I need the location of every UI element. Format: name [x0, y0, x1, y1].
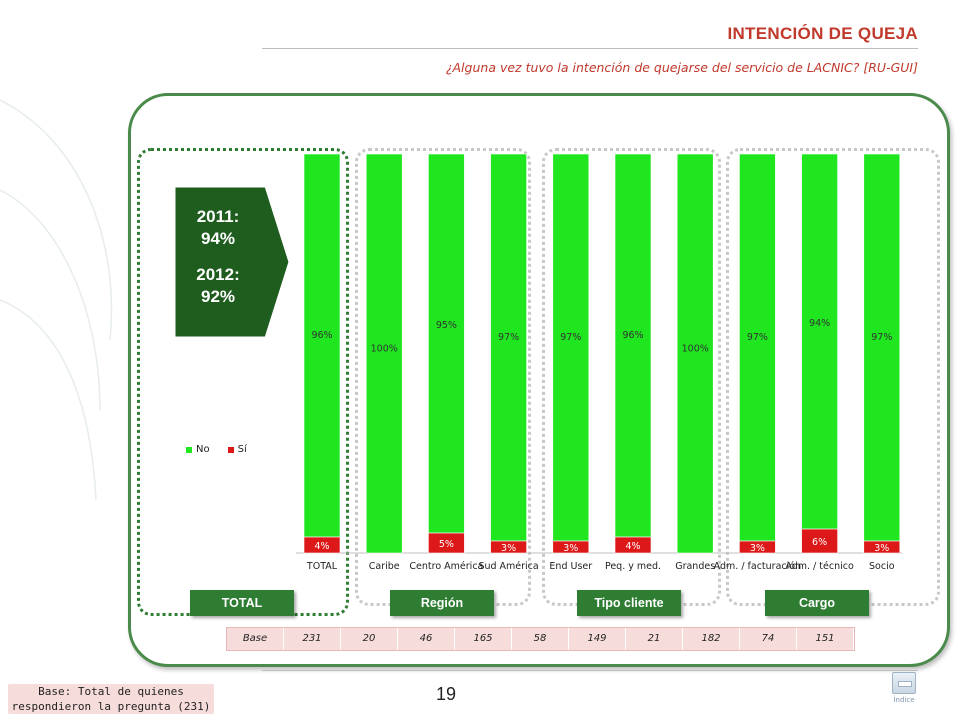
- callout-value-2011: 94%: [200, 229, 236, 248]
- data-label-no-peq-y-med: 96%: [622, 330, 643, 341]
- legend-swatch-si: [227, 446, 234, 453]
- x-tick-adm-tecnico: Adm. / técnico: [785, 561, 854, 572]
- data-label-no-adm-tecnico: 94%: [809, 318, 830, 329]
- bar-no-caribe: [365, 153, 403, 554]
- data-label-no-sud-america: 97%: [498, 332, 519, 343]
- base-value-end-user: 58: [512, 628, 569, 650]
- group-tag-tipo-cliente: Tipo cliente: [577, 590, 681, 616]
- legend-swatch-no: [186, 446, 192, 453]
- index-icon: [892, 672, 916, 694]
- bar-si-end-user: [552, 540, 590, 554]
- x-tick-caribe: Caribe: [369, 561, 400, 572]
- comparison-callout-arrow: [172, 184, 292, 340]
- data-label-si-peq-y-med: 4%: [625, 541, 640, 552]
- footer-divider: [262, 670, 918, 671]
- x-tick-peq-y-med: Peq. y med.: [605, 561, 661, 572]
- base-value-sud-america: 165: [455, 628, 512, 650]
- bar-si-socio: [863, 540, 901, 554]
- base-value-total: 231: [284, 628, 341, 650]
- x-tick-grandes: Grandes: [675, 561, 715, 572]
- bar-si-adm-tecnico: [801, 528, 838, 554]
- data-label-no-total: 96%: [311, 330, 332, 341]
- group-tag-total: TOTAL: [190, 590, 294, 616]
- group-tag-region: Región: [390, 590, 494, 616]
- base-value-adm-tecnico: 74: [740, 628, 797, 650]
- bar-no-sud-america: [490, 153, 527, 542]
- base-value-adm-facturacion: 182: [683, 628, 740, 650]
- bar-no-total: [303, 153, 341, 538]
- base-value-caribe: 20: [341, 628, 398, 650]
- callout-value-2012: 92%: [200, 287, 236, 306]
- legend-item-no: No: [186, 444, 210, 455]
- legend-label-no: No: [196, 444, 210, 455]
- base-value-grandes: 21: [626, 628, 683, 650]
- bar-no-socio: [863, 153, 901, 542]
- bar-no-peq-y-med: [614, 153, 652, 538]
- bar-si-peq-y-med: [614, 536, 652, 554]
- base-value-centro-america: 46: [398, 628, 455, 650]
- index-label: Índice: [893, 696, 915, 704]
- data-label-si-total: 4%: [314, 541, 329, 552]
- x-tick-centro-america: Centro América: [409, 561, 483, 572]
- callout-year-2012: 2012:: [196, 265, 240, 284]
- x-tick-socio: Socio: [869, 561, 895, 572]
- x-tick-adm-facturacion: Adm. / facturación: [714, 561, 801, 572]
- data-label-no-grandes: 100%: [682, 344, 709, 355]
- data-label-si-socio: 3%: [874, 543, 889, 554]
- page-title: INTENCIÓN DE QUEJA: [727, 24, 918, 43]
- base-note-line1: Base: Total de quienes: [38, 685, 184, 698]
- page-number: 19: [436, 684, 457, 704]
- bar-si-sud-america: [490, 540, 527, 554]
- x-tick-end-user: End User: [549, 561, 592, 572]
- comparison-callout-text: 2011: 94% 2012: 92%: [170, 206, 266, 308]
- title-divider: [262, 48, 918, 49]
- bar-no-centro-america: [428, 153, 465, 534]
- bar-no-adm-tecnico: [801, 153, 838, 530]
- base-note-line2: respondieron la pregunta (231): [11, 700, 211, 713]
- data-label-si-sud-america: 3%: [501, 543, 516, 554]
- data-label-si-adm-facturacion: 3%: [750, 543, 765, 554]
- data-label-no-end-user: 97%: [560, 332, 581, 343]
- legend-label-si: Sí: [237, 444, 247, 455]
- data-label-no-adm-facturacion: 97%: [747, 332, 768, 343]
- data-label-si-centro-america: 5%: [439, 539, 454, 550]
- bar-si-centro-america: [428, 532, 465, 554]
- data-label-no-caribe: 100%: [371, 344, 398, 355]
- bar-si-adm-facturacion: [739, 540, 776, 554]
- bar-no-grandes: [676, 153, 714, 554]
- x-tick-total: TOTAL: [306, 561, 338, 572]
- data-label-si-end-user: 3%: [563, 543, 578, 554]
- data-label-si-adm-tecnico: 6%: [812, 537, 827, 548]
- data-label-no-centro-america: 95%: [436, 320, 457, 331]
- question-subtitle: ¿Alguna vez tuvo la intención de quejars…: [445, 60, 918, 75]
- x-tick-sud-america: Sud América: [478, 561, 538, 572]
- bar-no-adm-facturacion: [739, 153, 776, 542]
- group-tag-cargo: Cargo: [765, 590, 869, 616]
- bar-no-end-user: [552, 153, 590, 542]
- base-value-socio: 151: [797, 628, 854, 650]
- data-label-no-socio: 97%: [871, 332, 892, 343]
- base-note: Base: Total de quienes respondieron la p…: [8, 684, 214, 714]
- base-value-peq-med: 149: [569, 628, 626, 650]
- base-label: Base: [227, 628, 284, 650]
- base-row: Base 231 20 46 165 58 149 21 182 74 151: [226, 627, 855, 651]
- callout-year-2011: 2011:: [196, 207, 240, 226]
- legend-item-si: Sí: [227, 444, 247, 455]
- decorative-arcs: [0, 99, 113, 501]
- index-button[interactable]: Índice: [888, 672, 920, 704]
- bar-si-total: [303, 536, 341, 554]
- chart-legend: No Sí: [186, 444, 247, 455]
